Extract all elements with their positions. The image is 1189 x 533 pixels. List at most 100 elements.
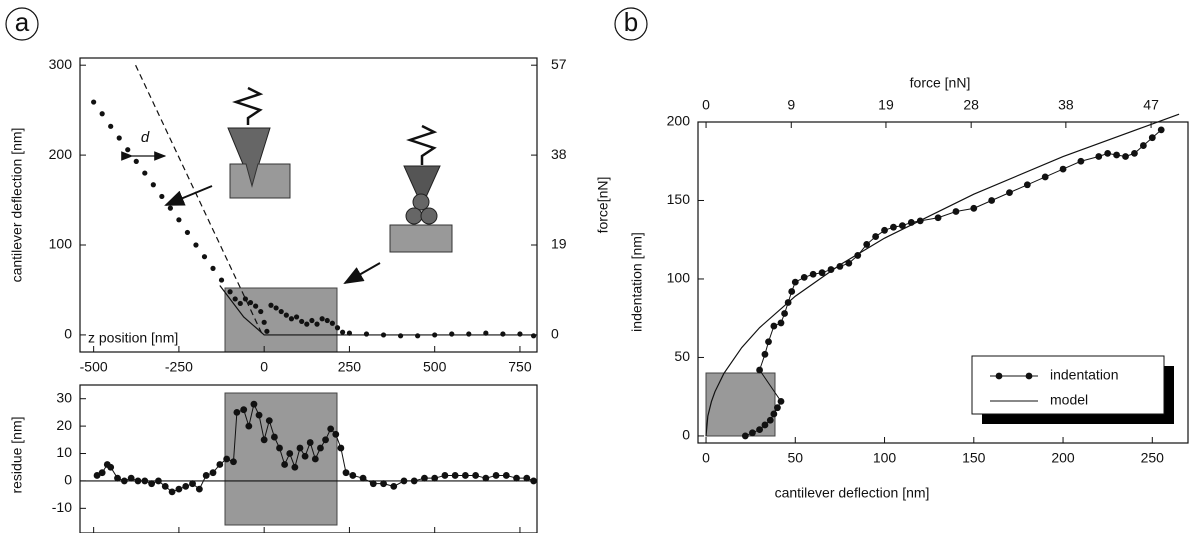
y-tick-label: 10 xyxy=(56,444,72,460)
y-tick-label: -10 xyxy=(52,499,72,515)
y-tick-label: 200 xyxy=(667,113,691,129)
data-point xyxy=(400,477,408,485)
x2-tick-label: 28 xyxy=(963,97,979,113)
data-point xyxy=(1157,126,1165,134)
data-point xyxy=(337,444,345,452)
data-point xyxy=(781,310,788,317)
x2-tick-label: 19 xyxy=(878,97,894,113)
data-point xyxy=(827,266,835,273)
data-point xyxy=(296,444,304,452)
plot-frame xyxy=(79,384,538,533)
data-point xyxy=(91,99,97,105)
data-point xyxy=(800,273,808,281)
y-axis-label: residue [nm] xyxy=(9,416,25,493)
panel-label: b xyxy=(624,7,638,37)
data-point xyxy=(765,338,772,346)
data-point xyxy=(774,404,781,412)
data-point xyxy=(500,331,506,337)
x-axis-label: cantilever deflection [nm] xyxy=(775,485,930,501)
data-point xyxy=(299,318,305,325)
data-point xyxy=(141,477,149,485)
data-point xyxy=(421,474,428,482)
data-point xyxy=(167,205,173,211)
data-point xyxy=(314,321,320,327)
data-point xyxy=(319,316,325,322)
data-point xyxy=(342,469,350,477)
data-point xyxy=(363,331,370,337)
data-point xyxy=(329,320,335,326)
x-tick-label: 250 xyxy=(1141,450,1165,466)
data-point xyxy=(334,325,341,331)
data-point xyxy=(159,193,165,200)
data-point xyxy=(397,333,404,339)
data-point xyxy=(1131,149,1138,157)
data-point xyxy=(777,319,785,327)
y2-tick-label: 19 xyxy=(551,236,567,252)
data-point xyxy=(359,474,367,482)
legend-label: model xyxy=(1050,392,1088,408)
data-point xyxy=(777,398,785,405)
data-point xyxy=(306,439,314,446)
data-point xyxy=(265,417,273,425)
data-point xyxy=(770,410,778,418)
tip-icon xyxy=(389,124,453,253)
data-point xyxy=(134,477,142,485)
data-point xyxy=(116,135,122,141)
data-point xyxy=(270,433,278,441)
y-tick-label: 0 xyxy=(682,427,690,443)
data-point xyxy=(517,331,523,337)
data-point xyxy=(255,411,263,419)
x2-tick-label: 38 xyxy=(1058,97,1074,113)
legend-dot xyxy=(1025,372,1033,380)
data-point xyxy=(230,458,237,466)
y-tick-label: 100 xyxy=(667,270,691,286)
data-point xyxy=(286,450,294,457)
data-point xyxy=(756,366,763,374)
data-point xyxy=(309,317,315,324)
data-point xyxy=(247,299,254,306)
data-point xyxy=(301,452,309,460)
data-point xyxy=(99,111,105,117)
data-point xyxy=(461,472,469,479)
data-point xyxy=(934,214,942,222)
x-tick-label: 500 xyxy=(423,359,447,375)
data-point xyxy=(482,474,490,482)
data-point xyxy=(741,432,749,440)
panel-label-circle xyxy=(5,7,39,41)
data-point xyxy=(288,316,295,322)
data-point xyxy=(369,480,377,488)
data-point xyxy=(530,333,537,339)
data-point xyxy=(952,208,960,215)
data-point xyxy=(182,483,190,490)
data-point xyxy=(258,308,264,315)
legend-box xyxy=(971,355,1165,415)
data-point xyxy=(788,288,796,295)
data-point xyxy=(492,472,500,479)
plot-frame xyxy=(79,57,538,353)
data-point xyxy=(327,425,335,433)
arrow xyxy=(343,262,381,284)
data-point xyxy=(1041,173,1049,181)
data-point xyxy=(193,242,199,248)
data-point xyxy=(770,322,778,330)
legend-label: indentation xyxy=(1050,367,1119,383)
data-point xyxy=(761,350,769,358)
data-point xyxy=(322,436,329,444)
x-tick-label: 750 xyxy=(508,359,532,375)
data-point xyxy=(161,483,169,490)
data-point xyxy=(184,229,191,236)
x2-axis-label: force [nN] xyxy=(910,75,971,91)
data-point xyxy=(120,477,128,485)
y-axis-label: cantilever deflection [nm] xyxy=(9,128,25,283)
data-point xyxy=(195,485,203,493)
y2-tick-label: 57 xyxy=(551,56,567,72)
data-point xyxy=(108,123,114,129)
y-tick-label: 50 xyxy=(674,348,690,364)
data-point xyxy=(845,259,853,267)
data-point xyxy=(530,477,537,485)
data-point xyxy=(1148,134,1156,142)
x-tick-label: 100 xyxy=(873,450,897,466)
x2-tick-label: 9 xyxy=(787,97,795,113)
data-point xyxy=(114,474,121,482)
data-point xyxy=(127,474,135,482)
